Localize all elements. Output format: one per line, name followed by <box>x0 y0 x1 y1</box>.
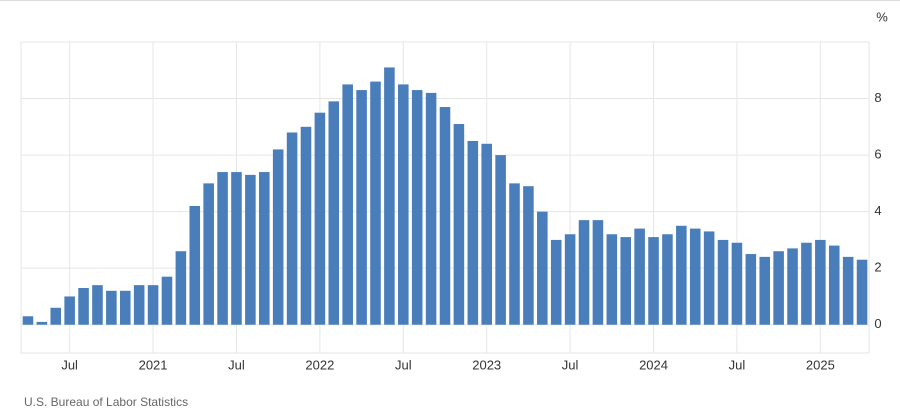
bar <box>425 92 437 325</box>
x-tick-label: 2023 <box>472 357 501 372</box>
bar <box>272 149 284 325</box>
bar <box>773 251 784 325</box>
bar <box>328 101 340 325</box>
bar <box>828 245 840 325</box>
x-tick-label: Jul <box>729 357 746 372</box>
y-tick-label: 8 <box>874 90 881 105</box>
x-tick-label: Jul <box>562 357 579 372</box>
bar <box>22 316 34 325</box>
bar <box>676 225 687 325</box>
bar <box>759 256 771 325</box>
bar <box>662 234 673 325</box>
bar <box>161 276 173 325</box>
bar <box>815 239 826 325</box>
y-tick-label: 6 <box>874 147 881 162</box>
bar <box>481 143 492 325</box>
bar <box>217 172 228 325</box>
x-tick-label: 2024 <box>639 357 668 372</box>
bar <box>133 285 145 325</box>
bar <box>439 107 451 325</box>
bar <box>356 90 367 325</box>
x-tick-label: 2025 <box>806 357 835 372</box>
bar <box>801 242 812 325</box>
bar <box>231 172 242 325</box>
bar <box>370 81 381 325</box>
bar <box>606 234 618 325</box>
bar <box>745 254 757 325</box>
source: U.S. Bureau of Labor Statistics <box>24 395 188 409</box>
bar <box>50 307 62 325</box>
bar <box>119 290 131 325</box>
bar <box>787 248 798 325</box>
bar <box>856 259 868 325</box>
bar <box>203 183 214 325</box>
bar <box>578 220 590 325</box>
bar <box>523 186 534 325</box>
bar <box>245 174 256 325</box>
bar <box>342 84 353 325</box>
bar <box>175 251 187 325</box>
bar <box>314 112 326 325</box>
bar <box>634 228 645 325</box>
bar <box>411 90 423 325</box>
bar <box>703 231 715 325</box>
bar <box>453 123 465 325</box>
bar <box>564 234 576 325</box>
bar <box>64 296 75 325</box>
bar <box>36 321 48 325</box>
bar <box>106 290 117 325</box>
bar <box>620 237 632 325</box>
y-tick-label: 4 <box>874 203 881 218</box>
bar <box>258 172 270 325</box>
bar <box>731 242 743 325</box>
x-tick-label: Jul <box>395 357 412 372</box>
bar <box>689 228 701 325</box>
bar <box>467 140 479 325</box>
bar <box>189 205 201 325</box>
bar <box>495 155 506 325</box>
bar <box>92 285 103 325</box>
bar <box>78 287 89 325</box>
plot-frame <box>20 41 870 354</box>
x-tick-label: Jul <box>61 357 78 372</box>
y-tick-label: 2 <box>874 260 881 275</box>
bar <box>550 239 562 325</box>
bar <box>842 256 854 325</box>
x-tick-label: 2021 <box>139 357 168 372</box>
x-tick-label: Jul <box>228 357 245 372</box>
bar <box>592 220 604 325</box>
bar <box>300 126 312 325</box>
y-unit: % <box>876 9 888 24</box>
bar <box>648 237 659 325</box>
bar <box>537 211 548 325</box>
bar <box>398 84 409 325</box>
bar <box>717 239 729 325</box>
bar <box>384 67 395 325</box>
bar <box>147 285 159 325</box>
bar <box>286 132 298 325</box>
x-tick-label: 2022 <box>305 357 334 372</box>
y-tick-label: 0 <box>874 316 881 331</box>
bar <box>509 183 520 325</box>
